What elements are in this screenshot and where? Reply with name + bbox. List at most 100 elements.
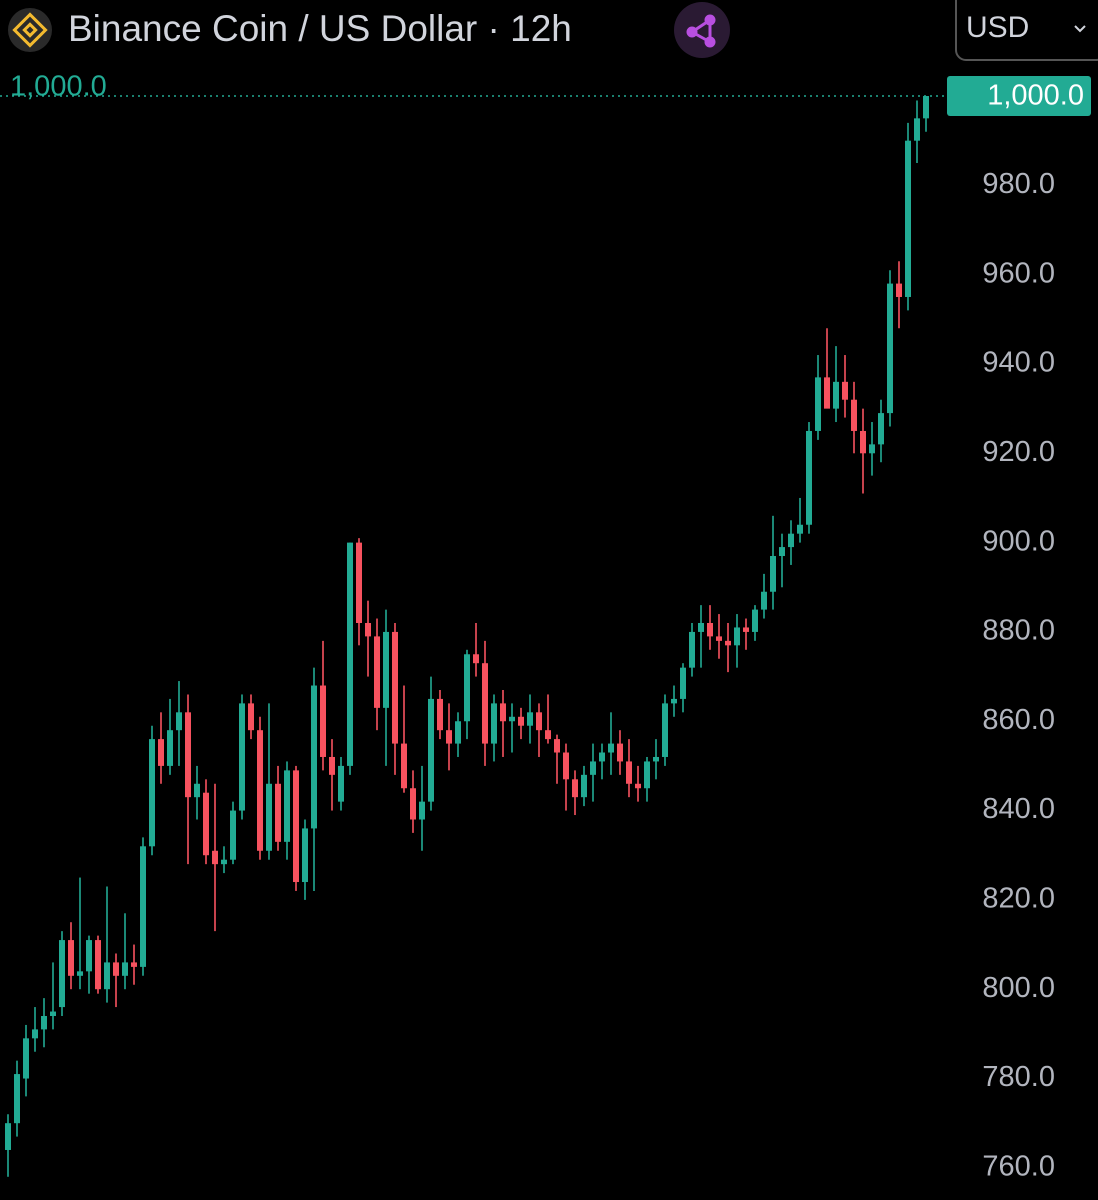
candle-body [599,752,605,762]
candle-body [860,430,866,454]
candle-body [23,1038,29,1079]
price-line-label: 1,000.0 [10,71,107,103]
candle-body [140,846,146,967]
candle-body [482,663,488,744]
candle-body [779,547,785,557]
candle-body [635,783,641,789]
candle-body [752,609,758,632]
candle-body [113,962,119,976]
share-button[interactable] [674,2,730,58]
candle-body [797,524,803,534]
candle-body [266,783,272,851]
coin-icon-bg [8,8,52,52]
candle-body [563,752,569,780]
candle-body [446,730,452,744]
candle-body [923,96,929,119]
candle-body [320,685,326,757]
candle-body [14,1074,20,1124]
candle-body [491,703,497,744]
dropdown-arrow [1074,25,1086,33]
candle-body [698,622,704,632]
candle-body [833,381,839,409]
candle-body [410,788,416,820]
candle-body [428,698,434,802]
candle-body [734,627,740,646]
candle-body [536,712,542,731]
candle-body [707,622,713,637]
candle-body [725,640,731,646]
y-tick-label: 820.0 [982,883,1055,915]
candle-body [248,703,254,731]
candle-body [716,636,722,641]
candle-body [788,533,794,548]
candle-body [464,654,470,722]
candle-body [590,761,596,775]
candle-body [86,940,92,972]
candle-body [500,703,506,722]
candle-body [104,962,110,990]
candle-body [671,698,677,704]
chart-title: Binance Coin / US Dollar · 12h [68,8,572,49]
price-tag [947,76,1091,117]
candle-body [815,377,821,431]
candle-body [689,631,695,668]
candle-body [401,743,407,789]
candle-body [572,779,578,798]
candle-body [95,940,101,990]
candle-body [914,118,920,141]
candle-body [194,783,200,798]
candle-body [743,627,749,632]
candle-body [680,667,686,699]
candle-body [68,940,74,976]
candle-body [662,703,668,757]
y-tick-label: 800.0 [982,972,1055,1004]
header: Binance Coin / US Dollar · 12h USD [8,0,1098,61]
candle-body [257,730,263,851]
candle-body [212,850,218,865]
candle-body [653,756,659,762]
candle-body [41,1016,47,1030]
coin-icon [12,12,48,48]
y-tick-label: 940.0 [982,347,1055,379]
candle-body [554,739,560,753]
price-tag-label: 1,000.0 [987,80,1084,112]
y-tick-label: 900.0 [982,525,1055,557]
candle-body [896,283,902,297]
candle-body [167,730,173,766]
candle-body [869,444,875,454]
candle-body [77,971,83,976]
share-icon [686,14,716,48]
candle-body [158,739,164,766]
candle-body [230,810,236,860]
candle-body [419,801,425,820]
candle-body [185,712,191,798]
candle-body [275,783,281,842]
y-tick-label: 780.0 [982,1061,1055,1093]
y-tick-label: 960.0 [982,257,1055,289]
candle-body [221,859,227,865]
candle-body [383,631,389,708]
candle-body [239,703,245,811]
y-tick-label: 840.0 [982,793,1055,825]
candle-body [284,770,290,842]
candle-body [302,828,308,883]
candle-body [356,542,362,623]
candle-body [293,770,299,883]
candle-body [806,430,812,525]
y-tick-label: 980.0 [982,168,1055,200]
candle-body [365,622,371,637]
candle-body [761,591,767,610]
candle-body [131,962,137,967]
candle-body [608,743,614,753]
candle-body [851,399,857,431]
candle-body [518,716,524,726]
y-tick-label: 760.0 [982,1151,1055,1183]
y-tick-label: 860.0 [982,704,1055,736]
candle-body [176,712,182,731]
candle-body [203,792,209,856]
candle-body [626,761,632,784]
candle-body [50,1011,56,1017]
y-tick-label: 920.0 [982,436,1055,468]
candle-body [842,381,848,400]
currency-select[interactable] [955,0,1098,61]
